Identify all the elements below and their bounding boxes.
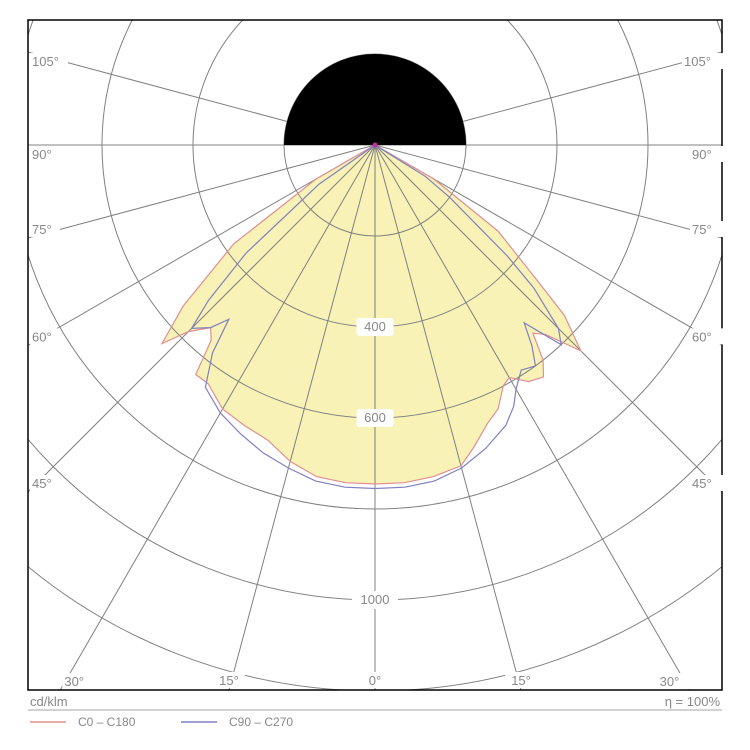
angle-label-left: 90° (32, 147, 52, 162)
angle-label-left: 30° (64, 674, 84, 689)
unit-label: cd/klm (30, 694, 68, 709)
angle-label-right: 60° (692, 329, 712, 344)
legend-label: C0 – C180 (78, 715, 136, 729)
polar-chart-container: 400 600 1000 105° 90° 75° 60° 45° 30° 105° 90° 75° 6… (0, 0, 750, 750)
legend-label: C90 – C270 (229, 715, 293, 729)
polar-chart: 400 600 1000 105° 90° 75° 60° 45° 30° 105° 90° 75° 6… (0, 0, 750, 750)
angle-label-right: 45° (692, 476, 712, 491)
angle-label-left: 45° (32, 476, 52, 491)
angle-label-bottom: 15° (511, 673, 531, 688)
radial-label: 400 (364, 319, 386, 334)
angle-label-right: 75° (692, 222, 712, 237)
efficiency-label: η = 100% (665, 694, 721, 709)
angle-label-left: 105° (32, 54, 59, 69)
radial-label: 600 (364, 410, 386, 425)
angle-label-right: 90° (692, 147, 712, 162)
radial-label: 1000 (361, 592, 390, 607)
angle-label-bottom: 0° (369, 673, 381, 688)
angle-label-bottom: 15° (219, 673, 239, 688)
angle-label-left: 75° (32, 222, 52, 237)
angle-label-right: 30° (660, 674, 680, 689)
angle-label-right: 105° (684, 54, 711, 69)
angle-label-left: 60° (32, 329, 52, 344)
